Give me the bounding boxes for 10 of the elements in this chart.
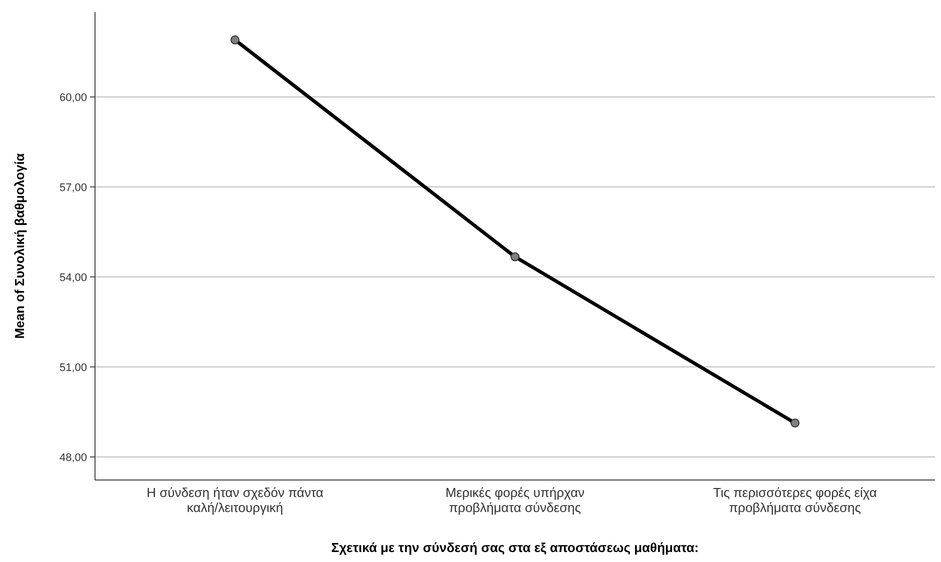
x-tick-label: Η σύνδεση ήταν σχεδόν πάντα καλή/λειτουργική (146, 485, 324, 515)
y-tick-label: 60,00 (59, 92, 87, 104)
y-axis-title: Mean of Συνολική βαθμολογία (12, 153, 27, 339)
y-tick-label: 57,00 (59, 182, 87, 194)
x-tick-label: Τις περισσότερες φορές είχα προβλήματα σύνδεσης (713, 485, 878, 515)
y-tick-label: 48,00 (59, 452, 87, 464)
x-axis-title: Σχετικά με την σύνδεσή σας στα εξ αποστάσεως μαθήματα: (331, 540, 699, 555)
y-tick-label: 51,00 (59, 362, 87, 374)
y-tick-label: 54,00 (59, 272, 87, 284)
x-tick-label: Μερικές φορές υπήρχαν προβλήματα σύνδεσης (445, 485, 585, 515)
